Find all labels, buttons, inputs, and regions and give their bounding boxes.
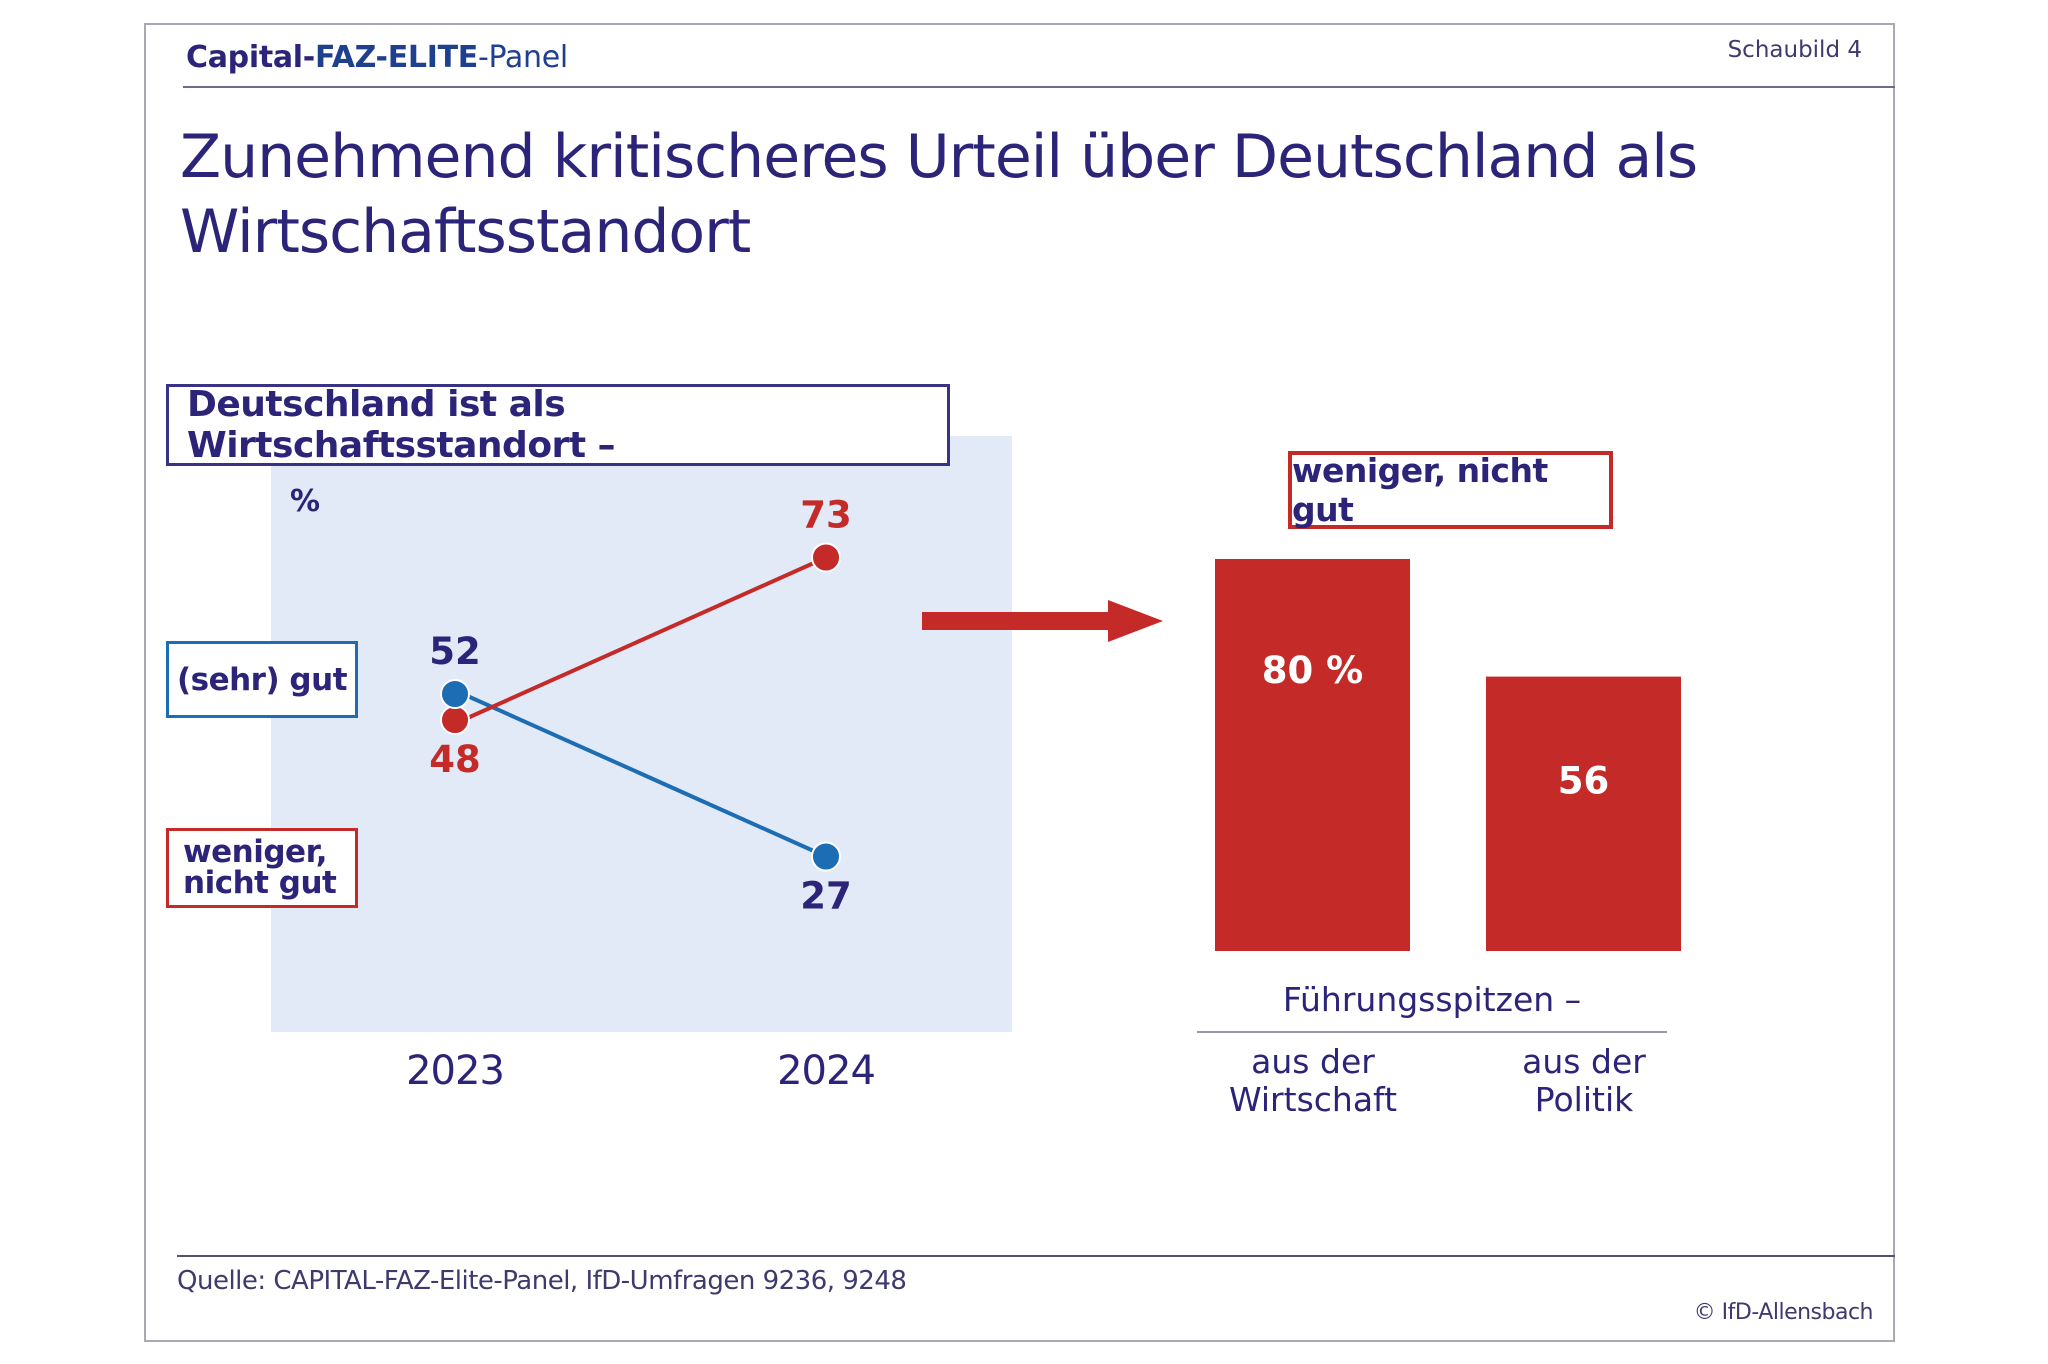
data-label-weniger-nicht-gut-2023: 48 <box>429 738 481 781</box>
bar-group-title: Führungsspitzen – <box>1282 980 1582 1019</box>
data-point-weniger-nicht-gut-2023 <box>440 705 470 735</box>
line-chart-heading: Deutschland ist als Wirtschaftsstandort … <box>166 384 950 466</box>
source-note: Quelle: CAPITAL-FAZ-Elite-Panel, IfD-Umf… <box>177 1266 907 1296</box>
data-label-sehr-gut-2023: 52 <box>429 630 481 673</box>
category-label-line: aus der <box>1251 1042 1375 1081</box>
category-label-line: Politik <box>1534 1080 1634 1119</box>
data-point-sehr-gut-2023 <box>440 679 470 709</box>
copyright: © IfD-Allensbach <box>1693 1300 1874 1325</box>
arrow-icon <box>922 600 1163 642</box>
figure-label: Schaubild 4 <box>1727 37 1862 63</box>
legend-weniger-nicht-gut-text: weniger, nicht gut <box>183 834 337 901</box>
brand-part-faz-elite: FAZ-ELITE <box>314 40 478 75</box>
data-label-sehr-gut-2024: 27 <box>800 875 852 918</box>
data-point-weniger-nicht-gut-2024 <box>811 542 841 573</box>
legend-weniger-nicht-gut: weniger, nicht gut <box>166 828 358 908</box>
bar-chart-heading: weniger, nicht gut <box>1288 451 1613 529</box>
bar-value-label-wirtschaft: 80 % <box>1262 649 1363 692</box>
x-tick-2023: 2023 <box>406 1048 505 1094</box>
unit-label: % <box>290 484 321 519</box>
header-divider <box>183 86 1895 88</box>
data-label-weniger-nicht-gut-2024: 73 <box>800 494 852 537</box>
x-tick-2024: 2024 <box>777 1048 876 1094</box>
bar-politik <box>1486 676 1681 951</box>
category-label-line: Wirtschaft <box>1228 1080 1398 1119</box>
brand-logo: Capital-FAZ-ELITE-Panel <box>186 40 568 75</box>
legend-line-2: nicht gut <box>183 865 337 901</box>
chart-title: Zunehmend kritischeres Urteil über Deuts… <box>180 122 1698 267</box>
category-label-politik: aus der Politik <box>1454 1043 1714 1119</box>
footer-divider <box>177 1255 1895 1257</box>
bar-value-label-politik: 56 <box>1558 760 1610 803</box>
brand-part-capital: Capital- <box>186 40 315 75</box>
group-divider <box>1197 1031 1667 1033</box>
data-point-sehr-gut-2024 <box>811 841 841 872</box>
category-label-wirtschaft: aus der Wirtschaft <box>1183 1043 1443 1119</box>
bar-wirtschaft <box>1215 559 1410 951</box>
line-chart-background <box>271 436 1012 1032</box>
series-line-sehr-gut <box>462 692 827 859</box>
brand-part-panel: -Panel <box>477 40 568 75</box>
category-label-line: aus der <box>1522 1042 1646 1081</box>
legend-sehr-gut: (sehr) gut <box>166 641 358 718</box>
series-line-weniger-nicht-gut <box>462 555 827 722</box>
legend-line-1: weniger, <box>183 834 328 870</box>
